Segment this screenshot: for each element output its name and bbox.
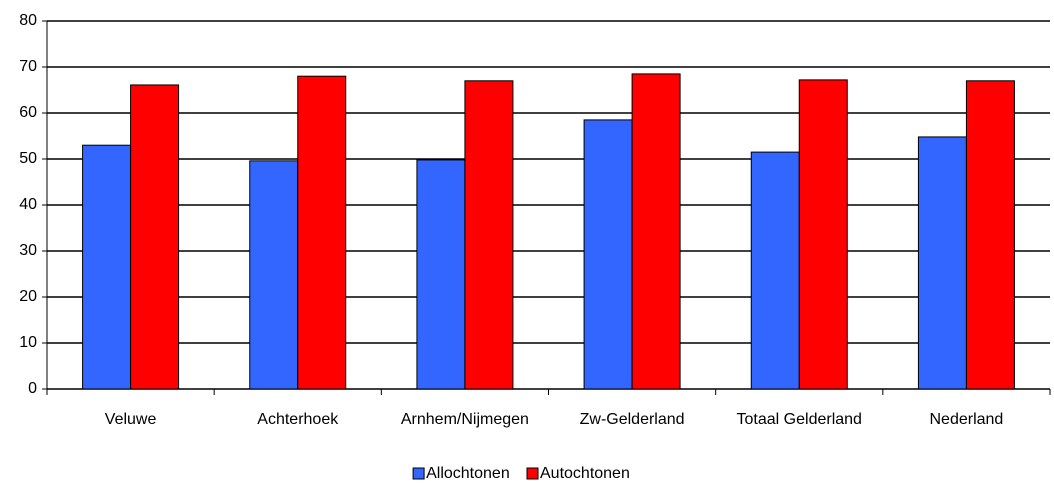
legend-swatch (412, 467, 425, 480)
legend-swatch (526, 467, 539, 480)
bar (130, 84, 180, 390)
y-tick-label: 40 (19, 196, 37, 213)
bar (249, 160, 299, 390)
x-tick-label: Arnhem/Nijmegen (401, 411, 529, 428)
y-tick-label: 30 (19, 242, 37, 259)
x-tick-label: Veluwe (105, 411, 157, 428)
bar (583, 119, 633, 390)
bar (631, 73, 681, 390)
bar (464, 80, 514, 390)
legend-label: Allochtonen (426, 465, 510, 482)
legend-label: Autochtonen (540, 465, 630, 482)
y-tick-label: 70 (19, 58, 37, 75)
bar (965, 80, 1015, 390)
x-tick-label: Zw-Gelderland (580, 411, 685, 428)
bar (798, 79, 848, 390)
y-tick-label: 0 (28, 380, 37, 397)
y-tick-label: 10 (19, 334, 37, 351)
y-tick-label: 20 (19, 288, 37, 305)
bar (297, 75, 347, 390)
bar (750, 151, 800, 390)
y-tick-label: 80 (19, 12, 37, 29)
bar (416, 159, 466, 390)
bar (82, 144, 132, 390)
x-tick-label: Nederland (930, 411, 1004, 428)
bar (917, 136, 967, 390)
x-tick-label: Achterhoek (257, 411, 339, 428)
y-tick-label: 50 (19, 150, 37, 167)
x-tick-label: Totaal Gelderland (737, 411, 862, 428)
y-tick-label: 60 (19, 104, 37, 121)
